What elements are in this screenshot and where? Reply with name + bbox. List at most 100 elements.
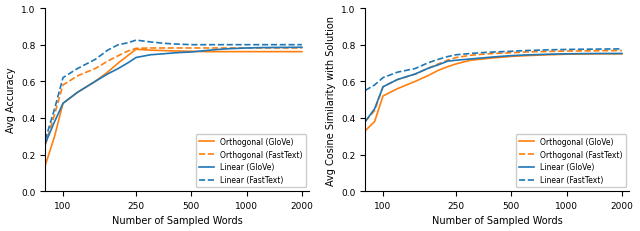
- Linear (GloVe): [412, 73, 419, 76]
- Linear (FastText): [435, 59, 442, 61]
- Orthogonal (GloVe): [362, 130, 369, 133]
- Linear (FastText): [132, 40, 140, 42]
- Linear (FastText): [243, 44, 250, 47]
- Orthogonal (FastText): [132, 48, 140, 51]
- Linear (GloVe): [467, 58, 474, 61]
- Legend: Orthogonal (GloVe), Orthogonal (FastText), Linear (GloVe), Linear (FastText): Orthogonal (GloVe), Orthogonal (FastText…: [516, 134, 626, 188]
- Linear (GloVe): [104, 73, 111, 76]
- Linear (FastText): [490, 51, 497, 54]
- Orthogonal (GloVe): [179, 51, 187, 53]
- Linear (GloVe): [243, 47, 250, 50]
- X-axis label: Number of Sampled Words: Number of Sampled Words: [432, 216, 563, 225]
- Linear (FastText): [147, 41, 154, 44]
- Orthogonal (GloVe): [499, 57, 507, 59]
- Orthogonal (GloVe): [188, 51, 195, 53]
- Linear (FastText): [51, 108, 58, 111]
- Orthogonal (FastText): [424, 68, 431, 70]
- Linear (FastText): [115, 44, 122, 47]
- Orthogonal (FastText): [104, 61, 111, 63]
- Line: Orthogonal (GloVe): Orthogonal (GloVe): [365, 55, 622, 131]
- Linear (FastText): [225, 44, 233, 47]
- Orthogonal (FastText): [618, 50, 626, 53]
- Orthogonal (FastText): [595, 50, 603, 53]
- Orthogonal (FastText): [188, 47, 195, 50]
- Orthogonal (FastText): [170, 47, 177, 50]
- Orthogonal (GloVe): [545, 54, 553, 57]
- Linear (FastText): [577, 49, 585, 52]
- Linear (GloVe): [202, 50, 210, 53]
- Legend: Orthogonal (GloVe), Orthogonal (FastText), Linear (GloVe), Linear (FastText): Orthogonal (GloVe), Orthogonal (FastText…: [196, 134, 306, 188]
- Line: Linear (GloVe): Linear (GloVe): [45, 48, 302, 144]
- Orthogonal (GloVe): [225, 51, 233, 54]
- Line: Orthogonal (GloVe): Orthogonal (GloVe): [45, 50, 302, 166]
- Orthogonal (GloVe): [424, 75, 431, 78]
- Linear (FastText): [257, 44, 265, 47]
- Linear (GloVe): [124, 62, 131, 65]
- Linear (GloVe): [577, 53, 585, 56]
- Orthogonal (GloVe): [522, 55, 530, 58]
- Orthogonal (GloVe): [412, 81, 419, 83]
- Linear (GloVe): [147, 54, 154, 57]
- Linear (FastText): [188, 44, 195, 47]
- Orthogonal (FastText): [534, 51, 542, 54]
- Linear (GloVe): [159, 53, 167, 56]
- Linear (GloVe): [545, 54, 553, 56]
- Orthogonal (GloVe): [159, 50, 167, 53]
- X-axis label: Number of Sampled Words: Number of Sampled Words: [112, 216, 243, 225]
- Orthogonal (FastText): [479, 54, 487, 56]
- Linear (FastText): [479, 52, 487, 55]
- Orthogonal (GloVe): [371, 121, 378, 123]
- Linear (GloVe): [362, 121, 369, 123]
- Linear (FastText): [214, 44, 222, 47]
- Linear (GloVe): [179, 52, 187, 55]
- Orthogonal (GloVe): [452, 63, 460, 66]
- Y-axis label: Avg Cosine Similarity with Solution: Avg Cosine Similarity with Solution: [326, 15, 335, 185]
- Orthogonal (FastText): [275, 47, 283, 50]
- Linear (FastText): [499, 51, 507, 54]
- Linear (FastText): [595, 49, 603, 51]
- Orthogonal (GloVe): [467, 60, 474, 62]
- Linear (GloVe): [563, 53, 570, 56]
- Orthogonal (GloVe): [170, 50, 177, 53]
- Orthogonal (GloVe): [618, 53, 626, 56]
- Linear (FastText): [545, 49, 553, 52]
- Linear (GloVe): [42, 143, 49, 145]
- Linear (GloVe): [132, 57, 140, 60]
- Y-axis label: Avg Accuracy: Avg Accuracy: [6, 67, 15, 133]
- Orthogonal (GloVe): [74, 91, 81, 94]
- Orthogonal (FastText): [257, 47, 265, 50]
- Linear (GloVe): [257, 47, 265, 50]
- Orthogonal (FastText): [577, 50, 585, 53]
- Orthogonal (GloVe): [435, 70, 442, 72]
- Orthogonal (FastText): [42, 144, 49, 147]
- Linear (GloVe): [59, 102, 67, 105]
- Orthogonal (FastText): [379, 86, 387, 89]
- Orthogonal (GloVe): [42, 164, 49, 167]
- Linear (FastText): [424, 62, 431, 65]
- Orthogonal (FastText): [563, 51, 570, 53]
- Line: Orthogonal (FastText): Orthogonal (FastText): [365, 51, 622, 122]
- Orthogonal (FastText): [51, 113, 58, 116]
- Linear (FastText): [412, 68, 419, 70]
- Orthogonal (FastText): [214, 47, 222, 50]
- Linear (FastText): [394, 71, 401, 74]
- Linear (GloVe): [435, 64, 442, 67]
- Orthogonal (GloVe): [298, 51, 306, 54]
- Linear (FastText): [371, 84, 378, 87]
- Orthogonal (GloVe): [92, 81, 99, 83]
- Orthogonal (FastText): [243, 47, 250, 50]
- Orthogonal (FastText): [444, 60, 451, 62]
- Linear (GloVe): [424, 68, 431, 70]
- Linear (GloVe): [499, 56, 507, 58]
- Linear (GloVe): [394, 79, 401, 82]
- Line: Linear (GloVe): Linear (GloVe): [365, 54, 622, 122]
- Linear (GloVe): [51, 121, 58, 123]
- Line: Orthogonal (FastText): Orthogonal (FastText): [45, 49, 302, 146]
- Linear (FastText): [467, 53, 474, 56]
- Orthogonal (FastText): [202, 47, 210, 50]
- Orthogonal (FastText): [92, 68, 99, 70]
- Orthogonal (GloVe): [479, 58, 487, 61]
- Linear (FastText): [124, 42, 131, 45]
- Linear (FastText): [104, 50, 111, 52]
- Orthogonal (GloVe): [534, 55, 542, 57]
